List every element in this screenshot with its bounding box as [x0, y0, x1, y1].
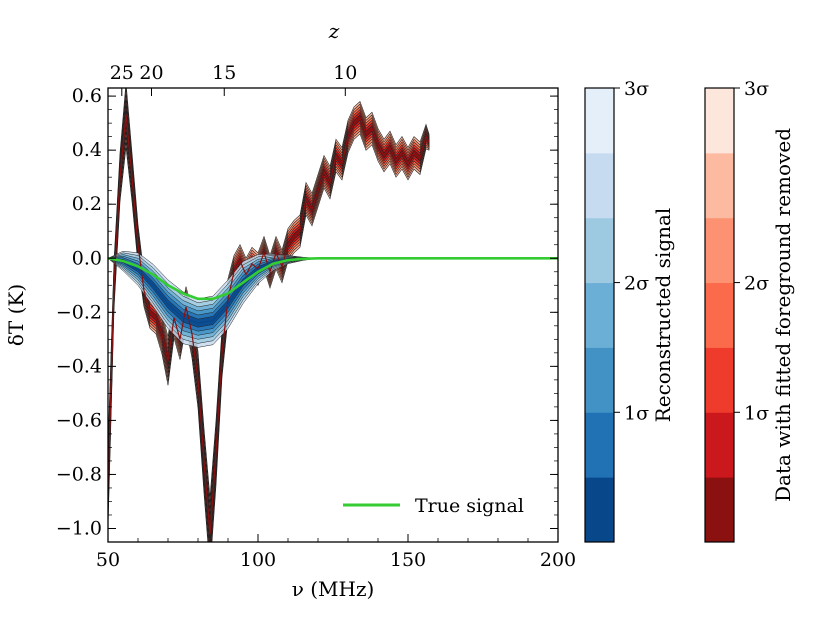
colorbar-data: 1σ 2σ 3σ — [704, 78, 769, 543]
colorbar-tick-label: 1σ — [624, 402, 649, 424]
y-tick-label: 0.2 — [72, 193, 102, 215]
colorbar-tick-label: 3σ — [744, 78, 769, 100]
y-tick-label: 0.0 — [72, 247, 102, 269]
top-tick-label: 10 — [333, 62, 357, 84]
x-tick-label: 200 — [540, 549, 576, 571]
colorbar-segment — [705, 477, 734, 543]
colorbar-frame — [704, 87, 735, 543]
legend-true-signal-label: True signal — [415, 495, 524, 517]
x-axis-ticks: 50 100 150 200 — [96, 534, 576, 571]
series-lines — [108, 114, 558, 534]
top-tick-label: 25 — [110, 62, 134, 84]
colorbar-segment — [705, 282, 734, 348]
x-tick-label: 50 — [96, 549, 120, 571]
data-sigma-bands — [108, 88, 430, 542]
true-signal-line — [108, 257, 558, 301]
y-axis-label: δT (K) — [4, 284, 28, 346]
colorbar-tick-label: 3σ — [624, 78, 649, 100]
colorbar-segment — [705, 217, 734, 284]
y-tick-label: 0.6 — [72, 85, 102, 107]
plot-frame — [107, 87, 559, 543]
colorbar-tick-label: 2σ — [624, 273, 649, 295]
y-tick-label: −0.2 — [56, 301, 102, 323]
y-tick-label: −0.4 — [56, 355, 102, 377]
colorbar-segment — [705, 88, 734, 154]
y-tick-label: −1.0 — [56, 517, 102, 539]
colorbar-segment — [585, 217, 614, 284]
y-tick-label: −0.8 — [56, 463, 102, 485]
top-z-axis-ticks: 25 20 15 10 — [110, 62, 357, 96]
colorbar-segment — [705, 347, 734, 413]
colorbar-segment — [585, 88, 614, 154]
top-tick-label: 15 — [212, 62, 236, 84]
data-median-line — [108, 114, 430, 534]
colorbar-tick-label: 2σ — [744, 273, 769, 295]
x-tick-label: 100 — [240, 549, 276, 571]
colorbar-tick-label: 1σ — [744, 402, 769, 424]
colorbar-segment — [585, 282, 614, 348]
colorbar-reconstructed-label: Reconstructed signal — [651, 208, 675, 423]
colorbar-segment — [705, 152, 734, 219]
y-tick-label: −0.6 — [56, 409, 102, 431]
colorbar-data-label: Data with fitted foreground removed — [771, 128, 795, 502]
colorbar-reconstructed: 1σ 2σ 3σ — [584, 78, 649, 543]
top-axis-label: z — [328, 19, 340, 43]
y-axis-ticks: −1.0 −0.8 −0.6 −0.4 −0.2 0.0 0.2 0.4 0.6 — [56, 85, 558, 539]
colorbar-segment — [705, 412, 734, 478]
x-tick-label: 150 — [390, 549, 426, 571]
colorbar-segment — [585, 347, 614, 413]
colorbar-frame — [584, 87, 615, 543]
colorbar-segment — [585, 477, 614, 543]
colorbar-segment — [585, 152, 614, 219]
y-tick-label: 0.4 — [72, 139, 102, 161]
plot-area: 50 100 150 200 −1.0 −0.8 −0.6 −0.4 −0.2 0.0 0.2 0.… — [56, 62, 576, 571]
x-axis-label: ν (MHz) — [292, 577, 375, 601]
top-tick-label: 20 — [139, 62, 163, 84]
colorbar-segment — [585, 412, 614, 478]
legend: True signal — [343, 495, 524, 517]
data-sigma-band — [108, 98, 430, 542]
